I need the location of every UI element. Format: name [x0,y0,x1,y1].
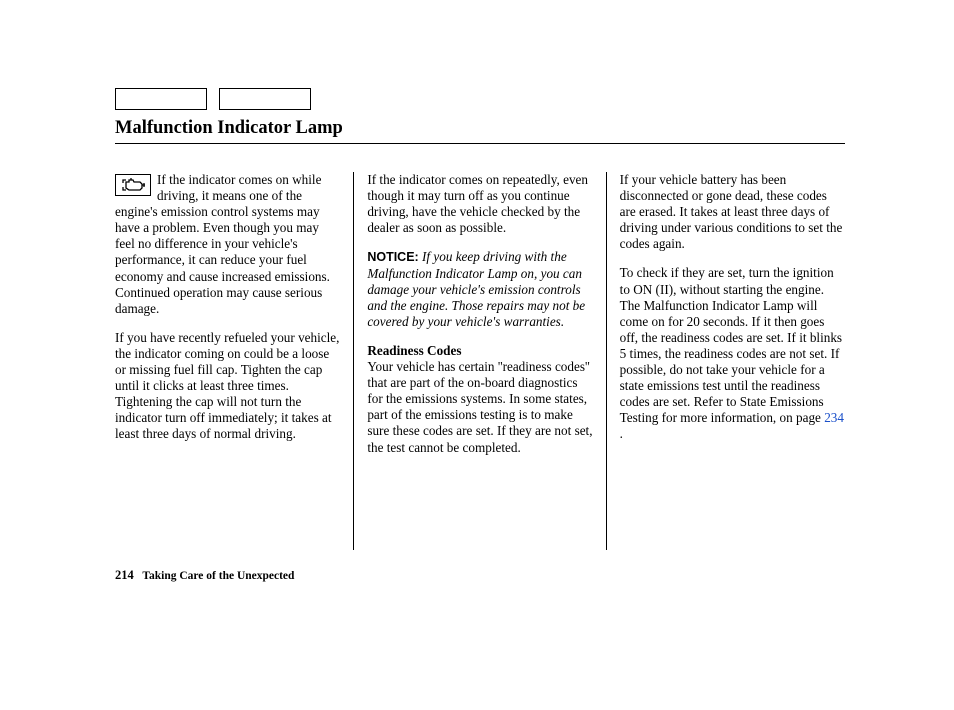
col2-p2: Your vehicle has certain ''readiness cod… [367,359,592,454]
manual-page: Malfunction Indicator Lamp If the indica… [115,88,845,550]
column-divider-1 [353,172,354,550]
engine-icon [115,174,151,196]
header-boxes [115,88,845,110]
column-1: If the indicator comes on while driving,… [115,172,340,550]
header-box-2 [219,88,311,110]
title-rule [115,143,845,144]
readiness-codes-subhead: Readiness Codes [367,343,461,358]
col3-p2-a: To check if they are set, turn the ignit… [620,265,842,425]
col2-notice: NOTICE: If you keep driving with the Mal… [367,249,592,330]
col2-p1: If the indicator comes on repeatedly, ev… [367,172,592,236]
column-divider-2 [606,172,607,550]
body-columns: If the indicator comes on while driving,… [115,172,845,550]
page-number: 214 [115,568,134,582]
col3-p2: To check if they are set, turn the ignit… [620,265,845,442]
header-box-1 [115,88,207,110]
col2-subhead-block: Readiness Codes Your vehicle has certain… [367,343,592,456]
page-footer: 214 Taking Care of the Unexpected [115,568,294,583]
column-2: If the indicator comes on repeatedly, ev… [367,172,592,550]
page-title: Malfunction Indicator Lamp [115,118,845,139]
col1-p1-wrap: If the indicator comes on while driving,… [115,172,340,317]
col1-p2: If you have recently refueled your vehic… [115,330,340,443]
page-234-link[interactable]: 234 [824,410,844,425]
col3-p1: If your vehicle battery has been disconn… [620,172,845,252]
column-3: If your vehicle battery has been disconn… [620,172,845,550]
footer-section: Taking Care of the Unexpected [142,570,294,582]
col3-p2-b: . [620,426,623,441]
notice-label: NOTICE: [367,250,418,264]
